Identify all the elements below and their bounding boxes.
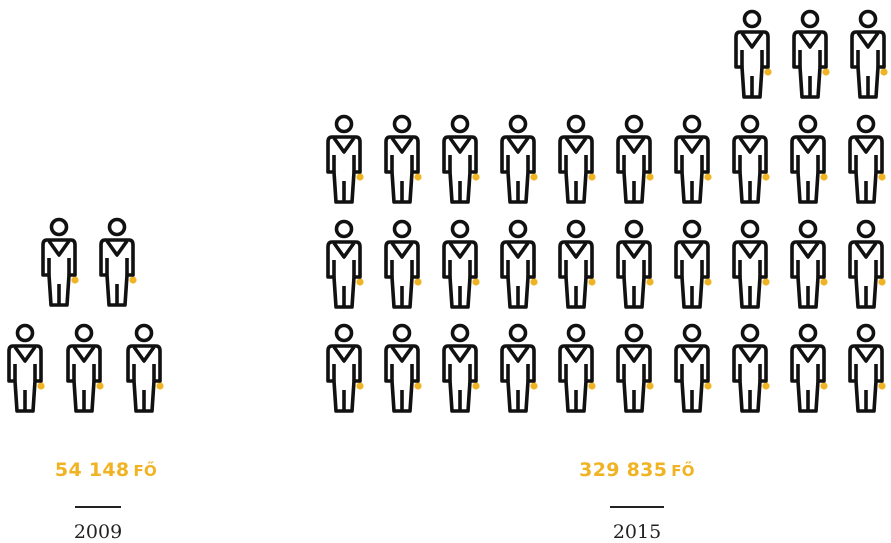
person-icon (674, 323, 712, 413)
person-icon (790, 114, 828, 204)
person-icon (384, 219, 422, 309)
person-icon (850, 9, 888, 99)
value-label-2015: 329 835 FŐ (537, 459, 737, 481)
value-number-2015: 329 835 (579, 459, 668, 481)
divider-2009 (75, 506, 121, 508)
person-icon (326, 114, 364, 204)
person-icon (99, 217, 137, 307)
person-icon (126, 323, 164, 413)
person-icon (442, 219, 480, 309)
person-icon (674, 219, 712, 309)
person-icon (674, 114, 712, 204)
person-icon (326, 323, 364, 413)
person-icon (616, 114, 654, 204)
person-icon (848, 323, 886, 413)
person-icon (558, 219, 596, 309)
person-icon (616, 219, 654, 309)
divider-2015 (610, 506, 664, 508)
person-icon (848, 114, 886, 204)
person-icon (500, 323, 538, 413)
person-icon (442, 323, 480, 413)
value-unit-2009: FŐ (133, 462, 158, 480)
person-icon (442, 114, 480, 204)
person-icon (66, 323, 104, 413)
person-icon (41, 217, 79, 307)
person-icon (384, 323, 422, 413)
person-icon (732, 219, 770, 309)
person-icon (790, 219, 828, 309)
value-label-2009: 54 148 FŐ (6, 459, 206, 481)
person-icon (616, 323, 654, 413)
person-icon (792, 9, 830, 99)
person-icon (558, 323, 596, 413)
person-icon (732, 323, 770, 413)
value-unit-2015: FŐ (671, 462, 695, 480)
year-label-2009: 2009 (73, 521, 123, 543)
year-label-2015: 2015 (612, 521, 662, 543)
person-icon (848, 219, 886, 309)
value-number-2009: 54 148 (54, 459, 130, 481)
person-icon (384, 114, 422, 204)
person-icon (790, 323, 828, 413)
person-icon (326, 219, 364, 309)
person-icon (7, 323, 45, 413)
person-icon (732, 114, 770, 204)
person-icon (500, 114, 538, 204)
person-icon (734, 9, 772, 99)
person-icon (558, 114, 596, 204)
person-icon (500, 219, 538, 309)
